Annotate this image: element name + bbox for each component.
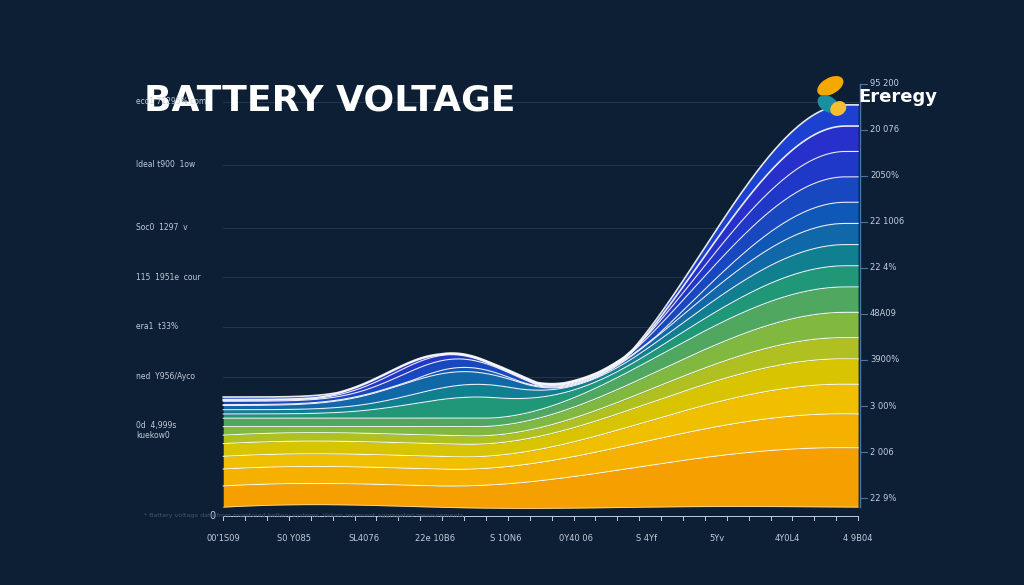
Text: BATTERY VOLTAGE: BATTERY VOLTAGE [143,84,515,118]
Text: 00'1S09: 00'1S09 [207,534,240,543]
Text: 22e 10B6: 22e 10B6 [415,534,455,543]
Text: S 1ON6: S 1ON6 [489,534,521,543]
Text: S0 Y085: S0 Y085 [276,534,310,543]
Text: 2 006: 2 006 [870,448,894,456]
Text: 48A09: 48A09 [870,309,897,318]
Text: 4 9B04: 4 9B04 [844,534,872,543]
Text: eco1 71295% com: eco1 71295% com [136,97,206,106]
Ellipse shape [818,96,838,112]
Text: Ereregy: Ereregy [858,88,937,106]
Ellipse shape [818,77,843,95]
Text: 0: 0 [209,511,215,521]
Text: 95 200: 95 200 [870,79,899,88]
Text: 2050%: 2050% [870,171,899,180]
Text: 115  1951e  cour: 115 1951e cour [136,273,201,282]
Text: Soc0  1297  v: Soc0 1297 v [136,223,187,232]
Text: 3 00%: 3 00% [870,401,897,411]
Text: 22 9%: 22 9% [870,494,896,503]
Text: SL4076: SL4076 [349,534,380,543]
Text: * Battery voltage data from monitored battery systems. Values represent aggregat: * Battery voltage data from monitored ba… [143,514,465,518]
Text: 22 4%: 22 4% [870,263,896,273]
Text: era1  t33%: era1 t33% [136,322,178,332]
Text: Ideal t900  1ow: Ideal t900 1ow [136,160,196,169]
Text: ned  Y956/Ayco: ned Y956/Ayco [136,372,195,381]
Text: 0d  4,999s
kuekow0: 0d 4,999s kuekow0 [136,421,176,441]
Text: 4Y0L4: 4Y0L4 [775,534,801,543]
Text: S 4Yf: S 4Yf [636,534,657,543]
Text: 3900%: 3900% [870,356,899,364]
Text: 0Y40 06: 0Y40 06 [559,534,593,543]
Text: 5Yv: 5Yv [710,534,725,543]
Text: 20 076: 20 076 [870,125,899,135]
Ellipse shape [830,102,846,115]
Text: 22 1006: 22 1006 [870,218,904,226]
